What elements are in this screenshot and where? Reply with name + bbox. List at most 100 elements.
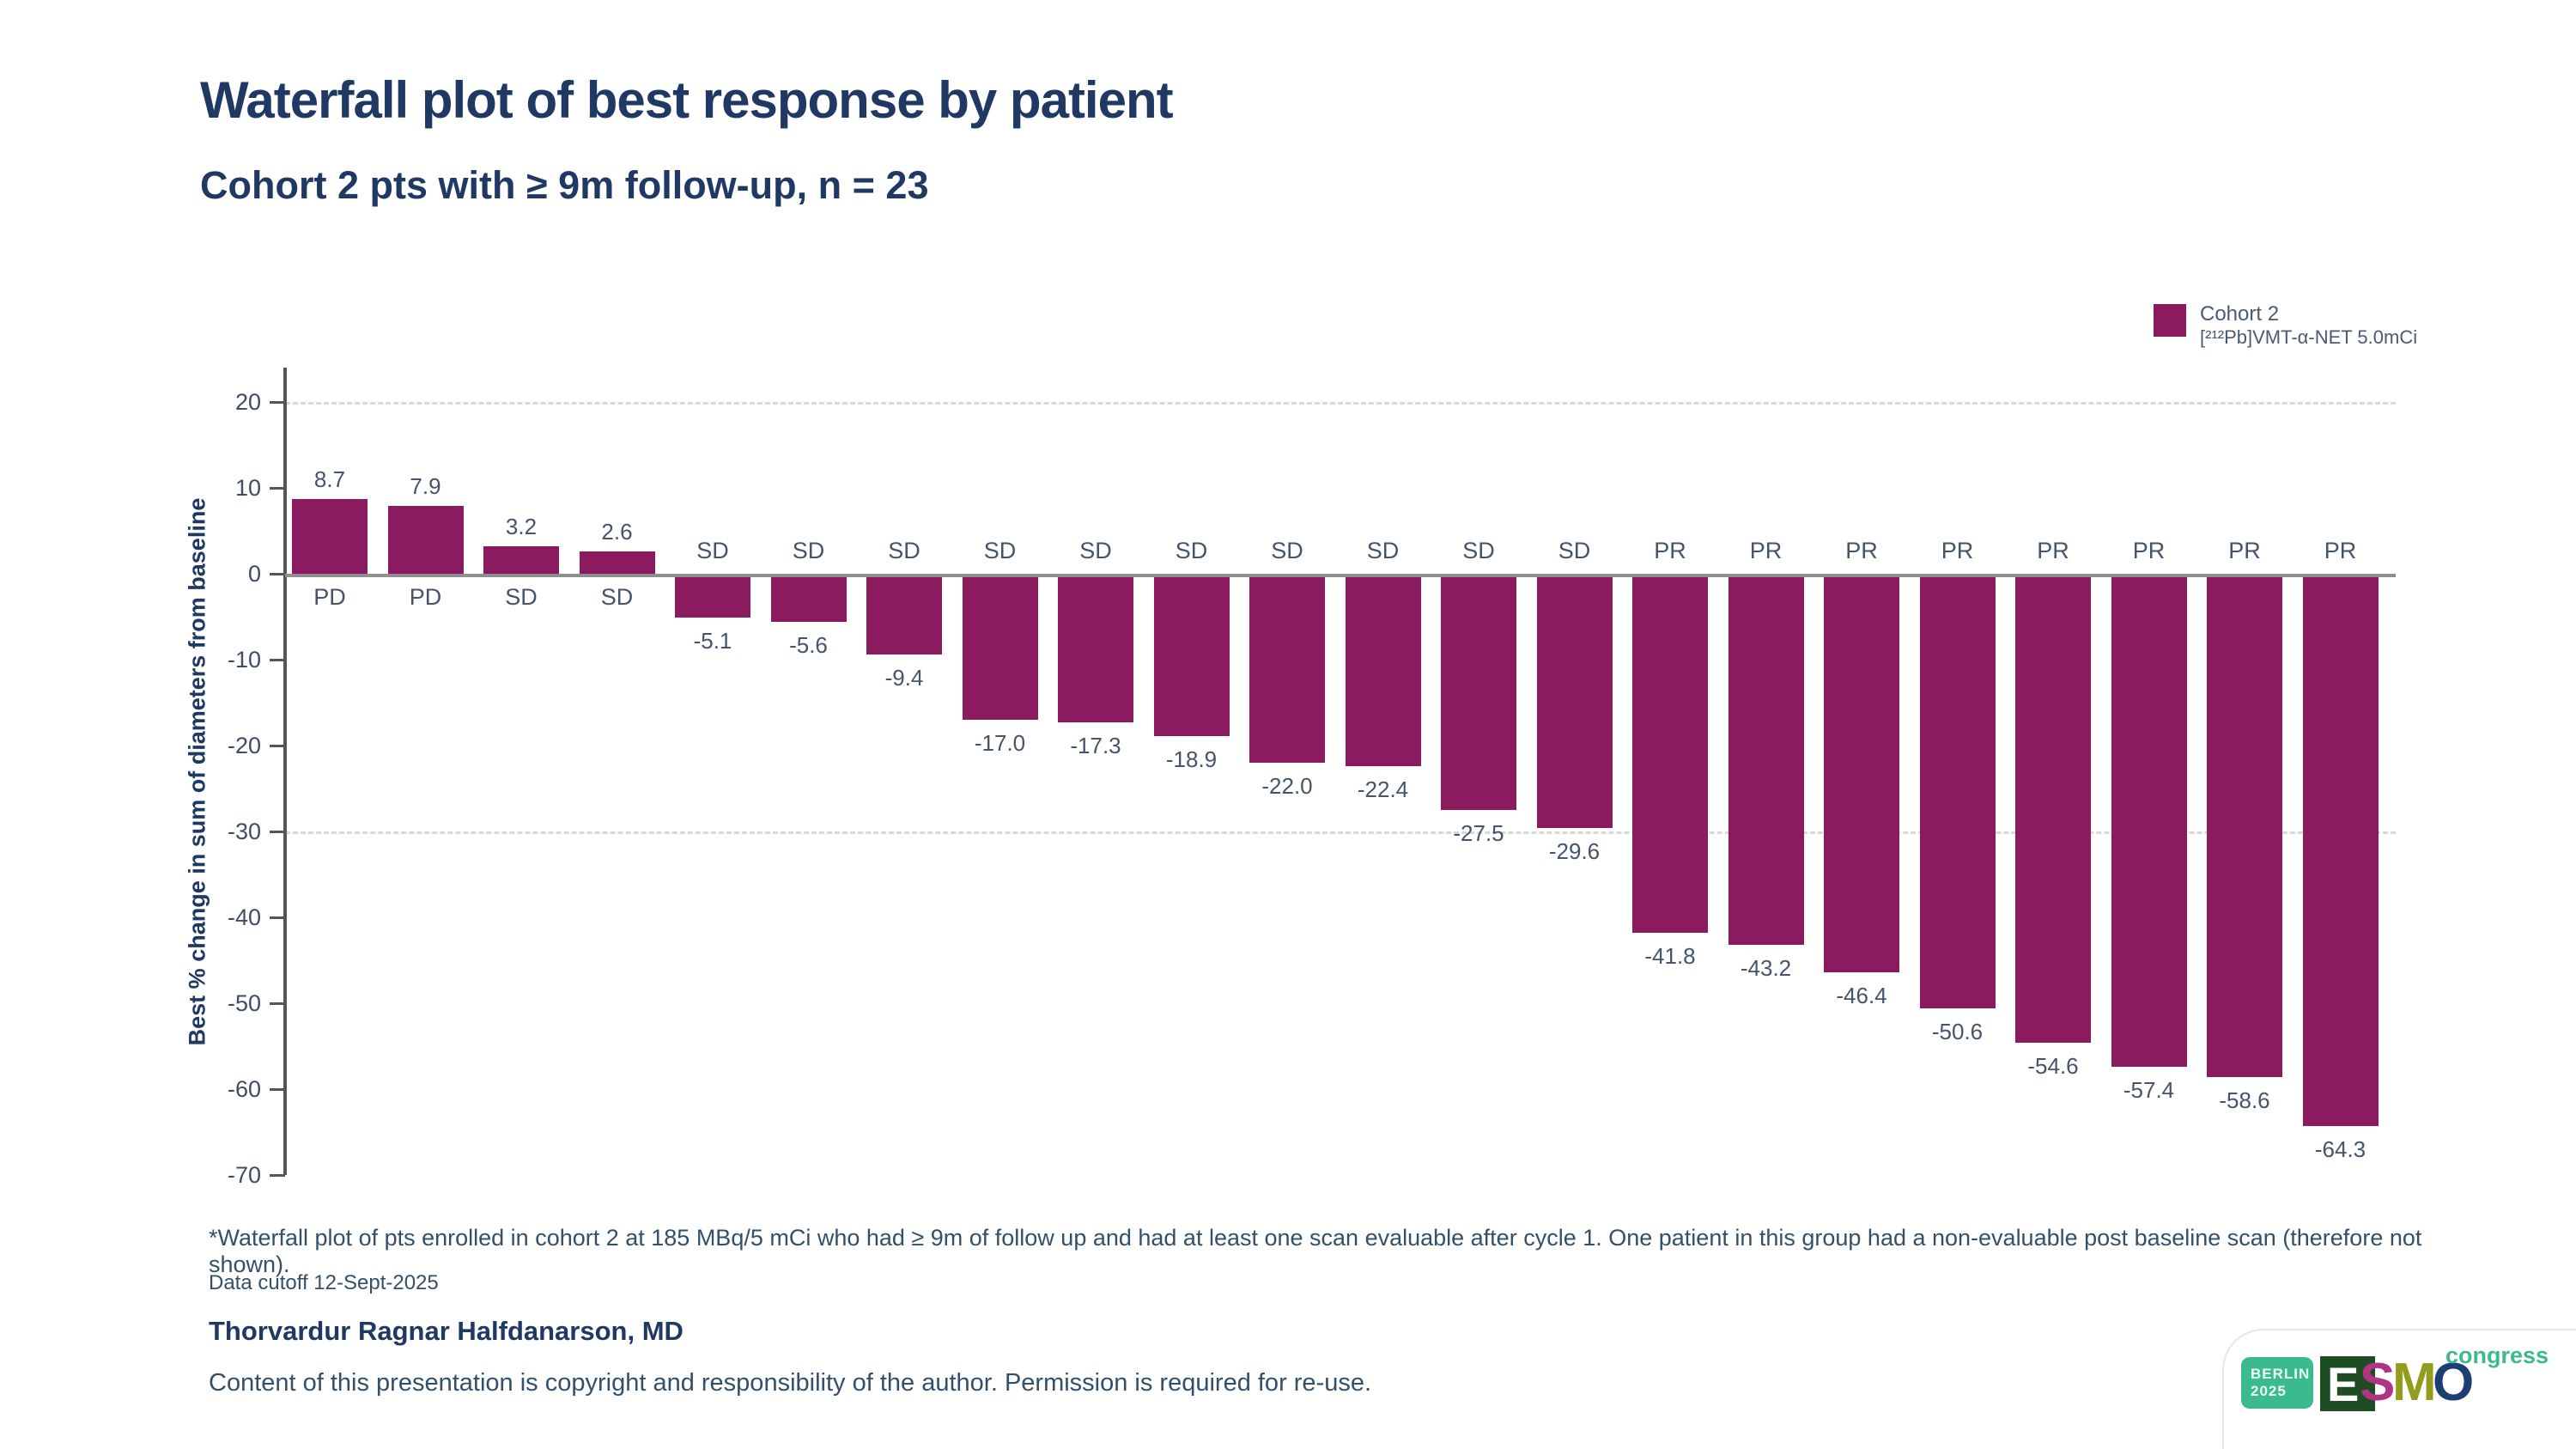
bar-patient-6 [770, 577, 847, 622]
bar-patient-11 [1249, 577, 1325, 763]
y-axis-tick [270, 745, 285, 747]
bar-patient-17 [1824, 577, 1899, 972]
y-axis-tick [270, 1002, 285, 1005]
bar-response-label: SD [1175, 538, 1208, 563]
legend-label-line1: Cohort 2 [2200, 302, 2280, 326]
bar-value-label: -17.3 [1070, 733, 1121, 758]
berlin-2025-badge: BERLIN 2025 [2241, 1357, 2313, 1409]
bar-response-label: PR [2324, 538, 2357, 563]
bar-response-label: PD [313, 584, 346, 610]
bar-value-label: -46.4 [1836, 983, 1887, 1008]
bar-value-label: -50.6 [1931, 1019, 1984, 1044]
bar-response-label: PR [1845, 538, 1878, 563]
bar-patient-18 [1919, 577, 1996, 1008]
bar-patient-3 [483, 546, 559, 574]
bar-patient-12 [1345, 577, 1421, 766]
bar-response-label: SD [983, 538, 1017, 563]
bar-response-label: SD [1366, 538, 1400, 563]
y-axis-tick-label: -70 [227, 1162, 261, 1188]
bar-patient-7 [866, 577, 942, 654]
footnote: *Waterfall plot of pts enrolled in cohor… [209, 1225, 2422, 1277]
bar-response-label: PR [1654, 538, 1686, 563]
legend-swatch [2154, 304, 2186, 337]
bar-value-label: -58.6 [2219, 1087, 2270, 1113]
bar-value-label: -22.0 [1261, 773, 1313, 799]
legend-label-line2: [²¹²Pb]VMT-α-NET 5.0mCi [2200, 326, 2418, 349]
data-cutoff: Data cutoff 12-Sept-2025 [209, 1271, 439, 1294]
bar-response-label: SD [600, 584, 634, 610]
bar-patient-1 [292, 499, 368, 574]
bar-patient-13 [1441, 577, 1516, 810]
bar-response-label: PR [2132, 538, 2166, 563]
bar-value-label: -64.3 [2314, 1136, 2366, 1162]
bar-patient-22 [2302, 577, 2379, 1126]
y-axis-tick [270, 573, 285, 575]
bar-value-label: -41.8 [1644, 943, 1696, 969]
bar-patient-10 [1153, 577, 1230, 736]
y-axis-tick [270, 916, 285, 919]
bar-response-label: PR [1941, 538, 1974, 563]
congress-label: congress [2445, 1342, 2549, 1368]
bar-response-label: SD [1079, 538, 1112, 563]
bar-value-label: -29.6 [1548, 838, 1601, 864]
bar-patient-4 [579, 551, 655, 574]
bar-value-label: 7.9 [410, 473, 441, 499]
bar-value-label: 2.6 [601, 519, 633, 545]
bar-value-label: -5.1 [693, 628, 732, 654]
esmo-congress-logo: BERLIN 2025 E S M O congress [2222, 1329, 2576, 1449]
y-axis-tick-label: 10 [234, 475, 261, 501]
bar-response-label: SD [888, 538, 920, 563]
chart-legend: Cohort 2 [²¹²Pb]VMT-α-NET 5.0mCi [2154, 302, 2417, 349]
y-axis-tick-label: -10 [227, 647, 261, 673]
bar-patient-8 [962, 577, 1038, 720]
bar-patient-15 [1632, 577, 1708, 933]
bar-value-label: 8.7 [313, 466, 346, 492]
bar-patient-20 [2111, 577, 2187, 1067]
bar-value-label: -22.4 [1357, 776, 1409, 802]
y-axis-tick-label: -50 [227, 990, 261, 1016]
bar-value-label: -43.2 [1740, 955, 1792, 981]
bar-value-label: -54.6 [2027, 1053, 2079, 1079]
x-axis-baseline [285, 574, 2396, 577]
y-axis-tick-label: 0 [247, 561, 261, 587]
badge-line1: BERLIN [2251, 1366, 2311, 1382]
esmo-letter-s: S [2360, 1353, 2396, 1412]
bar-value-label: -9.4 [884, 665, 924, 691]
y-axis-tick [270, 1088, 285, 1091]
bar-response-label: SD [1271, 538, 1303, 563]
bar-value-label: -5.6 [789, 632, 828, 658]
bar-response-label: SD [1558, 538, 1591, 563]
copyright-notice: Content of this presentation is copyrigh… [209, 1369, 1372, 1397]
y-axis-tick [270, 401, 285, 404]
y-axis-tick-label: 20 [234, 389, 261, 415]
esmo-letter-o: O [2433, 1353, 2475, 1412]
y-axis-tick-label: -20 [227, 733, 261, 758]
bar-response-label: SD [696, 538, 729, 563]
bar-patient-21 [2207, 577, 2282, 1077]
badge-line2: 2025 [2251, 1383, 2287, 1400]
bar-patient-9 [1058, 577, 1133, 722]
page-subtitle: Cohort 2 pts with ≥ 9m follow-up, n = 23 [200, 163, 929, 207]
bar-value-label: -17.0 [974, 730, 1026, 756]
bar-value-label: 3.2 [505, 514, 538, 539]
y-axis-tick-label: -30 [227, 819, 261, 844]
bar-patient-14 [1536, 577, 1613, 828]
bar-value-label: -27.5 [1453, 820, 1504, 846]
bar-value-label: -18.9 [1165, 746, 1218, 772]
y-axis-tick [270, 487, 285, 490]
y-axis-tick-label: -40 [227, 904, 261, 930]
y-axis-tick-label: -60 [227, 1076, 261, 1102]
bar-patient-19 [2015, 577, 2091, 1043]
y-axis-tick [270, 831, 285, 833]
bar-response-label: PR [1749, 538, 1783, 563]
bar-patient-5 [675, 577, 750, 618]
page-title: Waterfall plot of best response by patie… [200, 71, 1174, 129]
y-axis-tick [270, 659, 285, 661]
bar-response-label: PD [409, 584, 442, 610]
bar-response-label: SD [505, 584, 538, 610]
y-axis-tick [270, 1174, 285, 1177]
bar-response-label: SD [1462, 538, 1495, 563]
author-name: Thorvardur Ragnar Halfdanarson, MD [209, 1316, 683, 1346]
esmo-letter-e: E [2320, 1356, 2375, 1411]
bar-patient-2 [387, 506, 464, 574]
